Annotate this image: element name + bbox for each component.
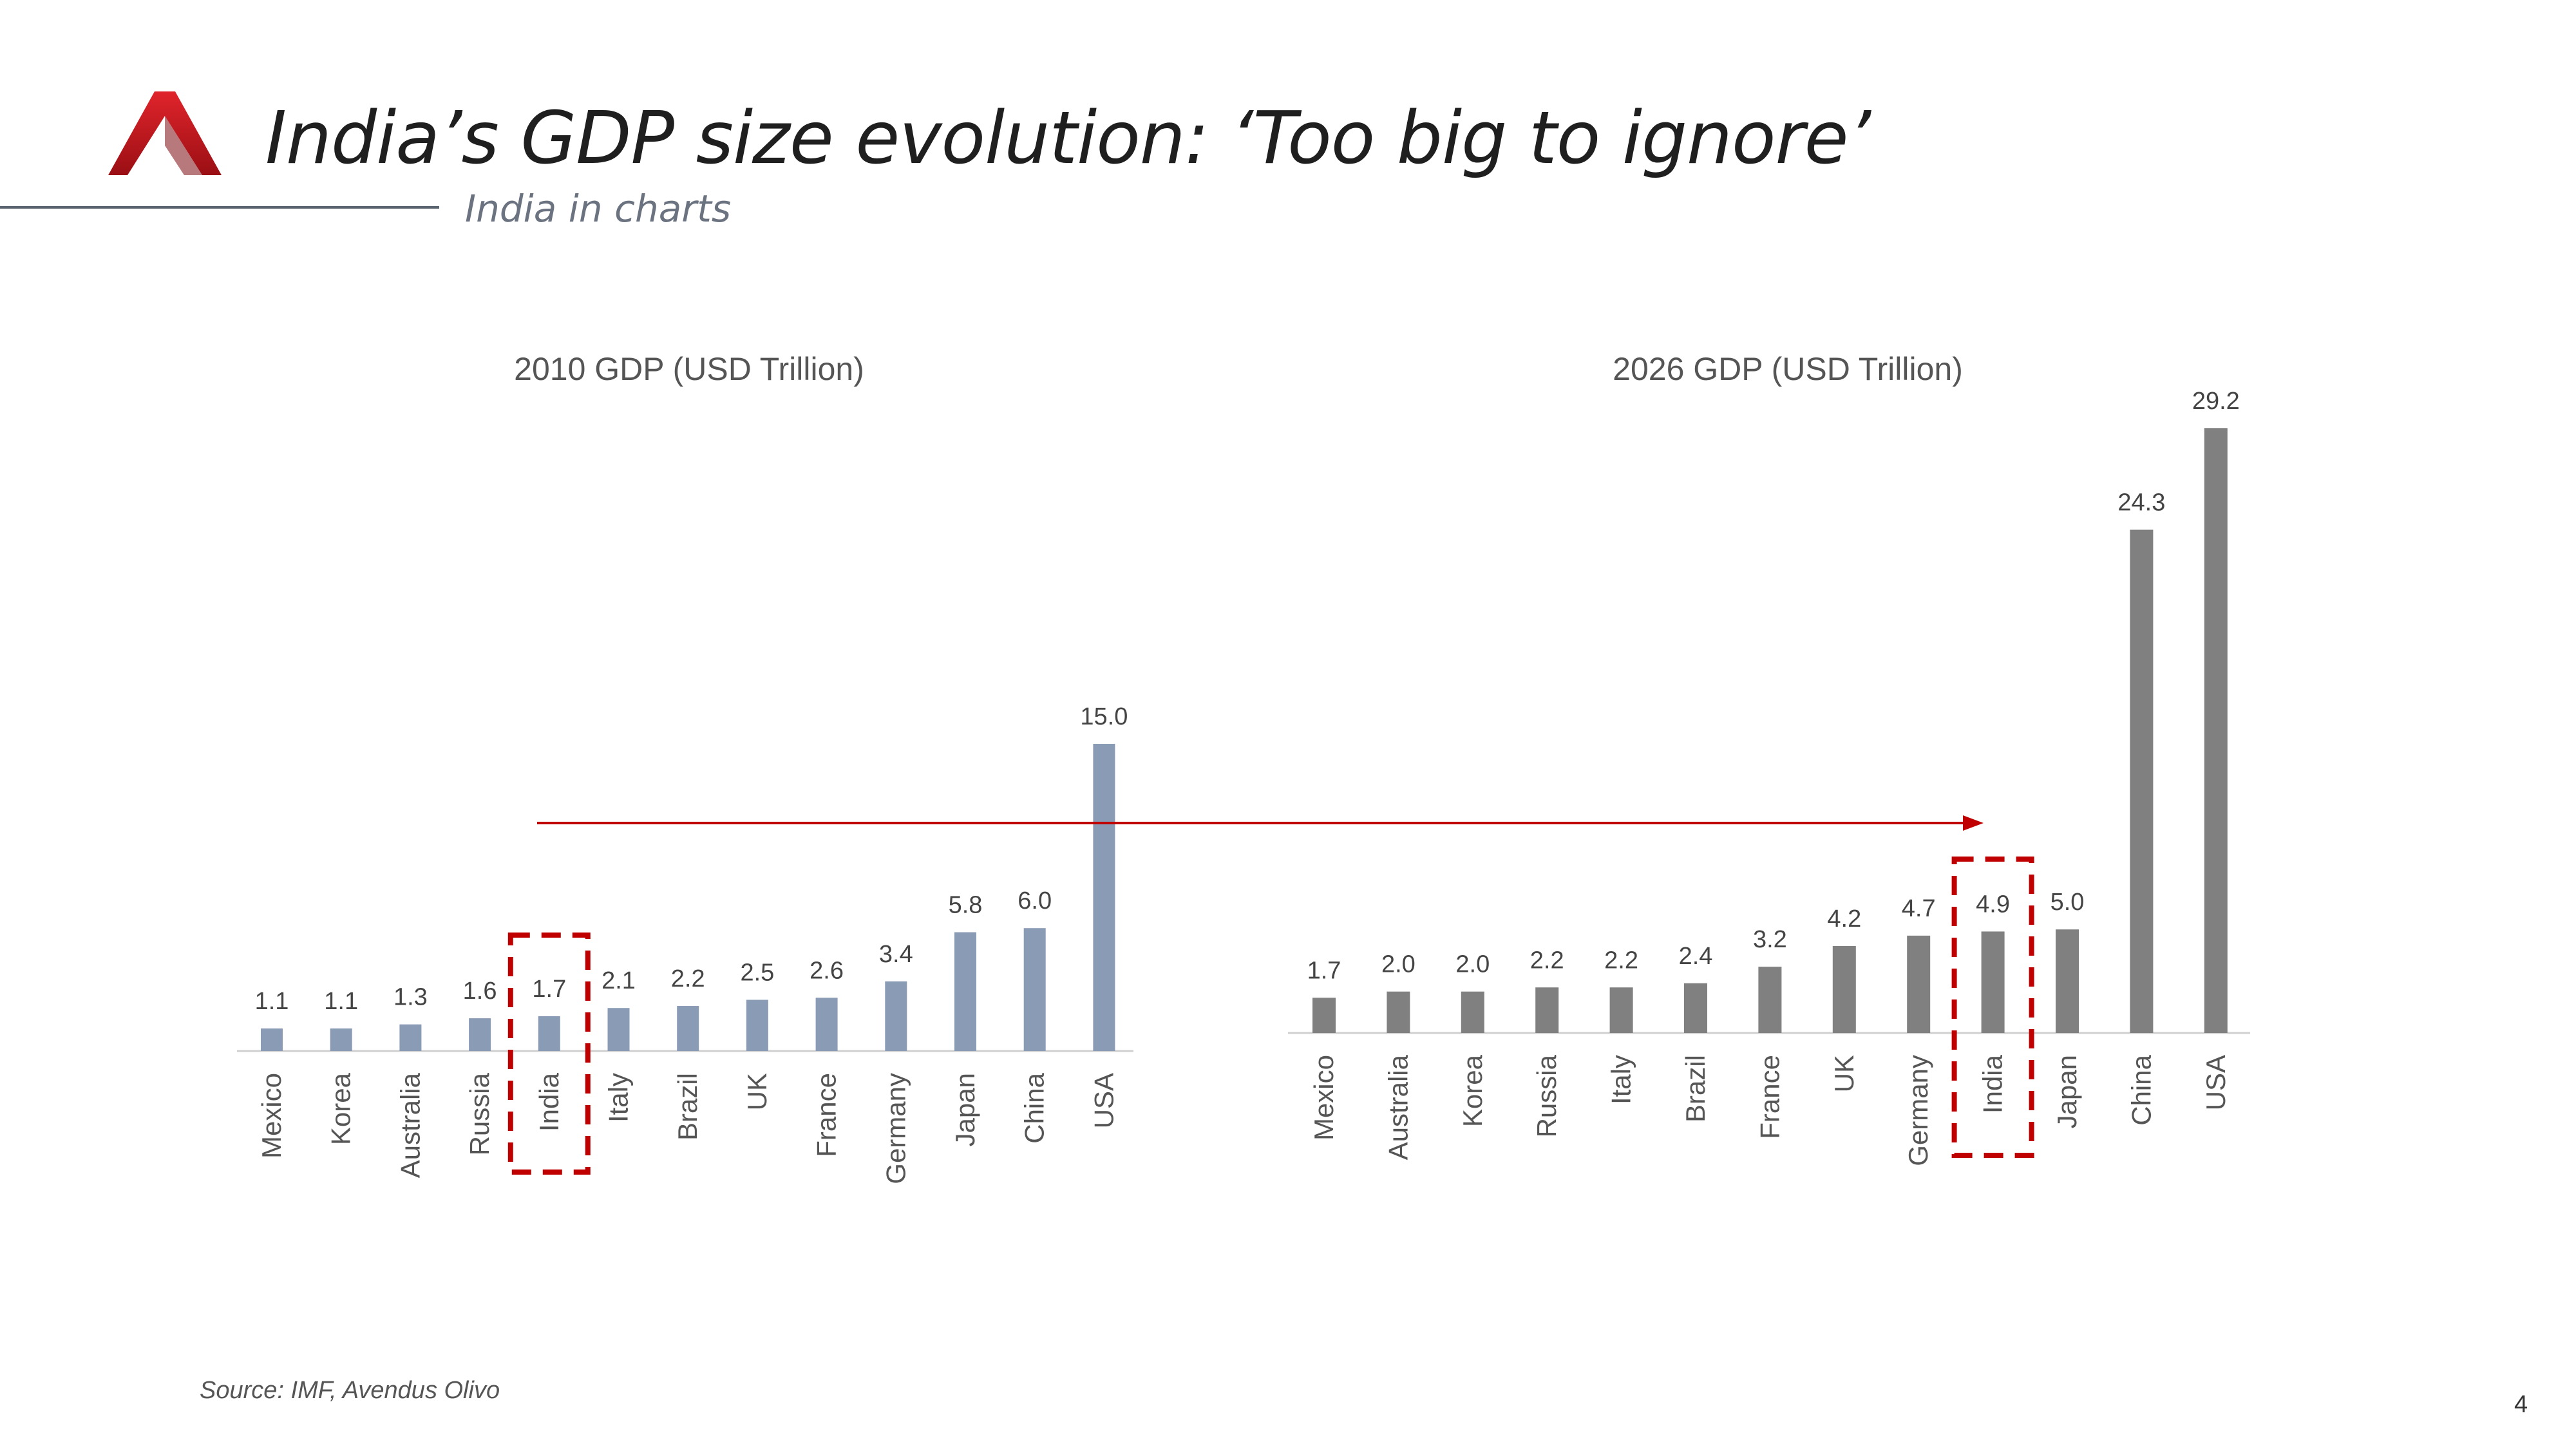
data-label: 4.2 xyxy=(1827,905,1861,933)
bar-2026-india xyxy=(1981,931,2005,1033)
data-label: 5.8 xyxy=(949,892,983,919)
data-label: 5.0 xyxy=(2050,889,2085,916)
chart-2010-title: 2010 GDP (USD Trillion) xyxy=(514,351,864,387)
category-label: USA xyxy=(1088,1073,1119,1128)
category-label: Korea xyxy=(326,1072,356,1145)
data-label: 2.2 xyxy=(671,965,705,992)
data-label: 4.7 xyxy=(1902,895,1936,922)
page-subtitle: India in charts xyxy=(465,187,732,231)
category-label: UK xyxy=(742,1073,772,1110)
category-label: Mexico xyxy=(256,1073,287,1159)
bar-2010-germany xyxy=(885,981,907,1051)
category-label: Brazil xyxy=(1680,1055,1710,1122)
bar-2010-usa xyxy=(1093,744,1115,1051)
category-label: Japan xyxy=(2052,1055,2082,1128)
bar-2010-korea xyxy=(330,1028,352,1051)
category-label: France xyxy=(811,1073,842,1157)
bar-2010-china xyxy=(1023,928,1046,1051)
category-label: Germany xyxy=(880,1073,911,1184)
bar-2010-india xyxy=(538,1016,560,1051)
bar-2026-brazil xyxy=(1684,983,1707,1033)
bar-2010-japan xyxy=(954,932,976,1051)
category-label: Australia xyxy=(395,1072,425,1178)
category-label: Japan xyxy=(950,1073,980,1146)
data-label: 1.7 xyxy=(1307,957,1341,984)
bar-2026-mexico xyxy=(1312,998,1336,1033)
category-label: Russia xyxy=(1531,1054,1562,1137)
data-label: 4.9 xyxy=(1976,891,2010,918)
data-label: 3.2 xyxy=(1753,926,1787,953)
category-label: China xyxy=(1019,1072,1050,1143)
source-note: Source: IMF, Avendus Olivo xyxy=(200,1377,500,1404)
bar-2010-mexico xyxy=(261,1028,283,1051)
bar-2010-uk xyxy=(746,999,768,1051)
bar-2026-australia xyxy=(1387,991,1410,1033)
category-label: Italy xyxy=(1606,1055,1636,1104)
data-label: 2.2 xyxy=(1530,947,1564,974)
data-label: 29.2 xyxy=(2192,388,2240,415)
bar-2026-russia xyxy=(1535,987,1559,1033)
bar-2026-china xyxy=(2130,529,2154,1033)
category-label: USA xyxy=(2201,1055,2231,1110)
data-label: 1.3 xyxy=(393,984,428,1011)
data-label: 3.4 xyxy=(879,941,913,968)
category-label: Mexico xyxy=(1309,1055,1339,1141)
growth-arrow xyxy=(537,815,1984,831)
bar-2010-russia xyxy=(469,1018,491,1051)
page-number: 4 xyxy=(2514,1391,2528,1418)
bar-2010-italy xyxy=(607,1008,630,1051)
data-label: 1.7 xyxy=(532,976,566,1003)
data-label: 1.1 xyxy=(324,988,358,1015)
chart-2026-title: 2026 GDP (USD Trillion) xyxy=(1613,351,1963,387)
bar-2026-uk xyxy=(1832,945,1856,1033)
data-label: 1.1 xyxy=(255,988,289,1015)
india-highlight-box xyxy=(1951,857,2034,1158)
data-label: 2.6 xyxy=(810,957,844,984)
bar-2026-japan xyxy=(2056,929,2079,1033)
chart-2026: 1.7 Mexico 2.0 Australia 2.0 Korea 2.2 Russia 2.… xyxy=(1288,388,2250,1166)
category-label: Australia xyxy=(1383,1054,1413,1160)
bar-2010-brazil xyxy=(677,1006,699,1051)
category-label: France xyxy=(1754,1055,1785,1139)
bar-2026-italy xyxy=(1609,987,1633,1033)
data-label: 2.0 xyxy=(1455,951,1490,978)
data-label: 2.1 xyxy=(601,967,636,994)
data-label: 2.5 xyxy=(740,960,774,987)
category-label: Korea xyxy=(1457,1054,1488,1127)
brand-logo-icon xyxy=(108,91,222,175)
category-label: China xyxy=(2126,1054,2156,1125)
bar-2010-australia xyxy=(399,1024,422,1051)
category-label: India xyxy=(534,1072,564,1132)
data-label: 2.4 xyxy=(1679,943,1713,970)
data-label: 6.0 xyxy=(1018,887,1052,914)
category-label: India xyxy=(1978,1054,2008,1113)
data-label: 2.2 xyxy=(1604,947,1638,974)
bar-2026-usa xyxy=(2204,428,2228,1033)
data-label: 1.6 xyxy=(463,978,497,1005)
category-label: Germany xyxy=(1903,1055,1933,1166)
bar-2026-germany xyxy=(1907,935,1931,1033)
india-highlight-box xyxy=(507,933,591,1175)
category-label: UK xyxy=(1829,1055,1859,1092)
category-label: Brazil xyxy=(672,1073,703,1141)
chart-2010: 1.1 Mexico 1.1 Korea 1.3 Australia 1.6 Russia 1.… xyxy=(237,703,1133,1184)
category-label: Italy xyxy=(603,1073,634,1122)
category-label: Russia xyxy=(464,1072,495,1155)
bar-2026-france xyxy=(1758,967,1782,1033)
data-label: 15.0 xyxy=(1080,703,1128,730)
data-label: 24.3 xyxy=(2117,489,2165,516)
data-label: 2.0 xyxy=(1381,951,1416,978)
header-divider xyxy=(0,206,439,209)
bar-2026-korea xyxy=(1461,991,1484,1033)
page-title: India’s GDP size evolution: ‘Too big to … xyxy=(265,97,1871,180)
bar-2010-france xyxy=(815,998,838,1051)
